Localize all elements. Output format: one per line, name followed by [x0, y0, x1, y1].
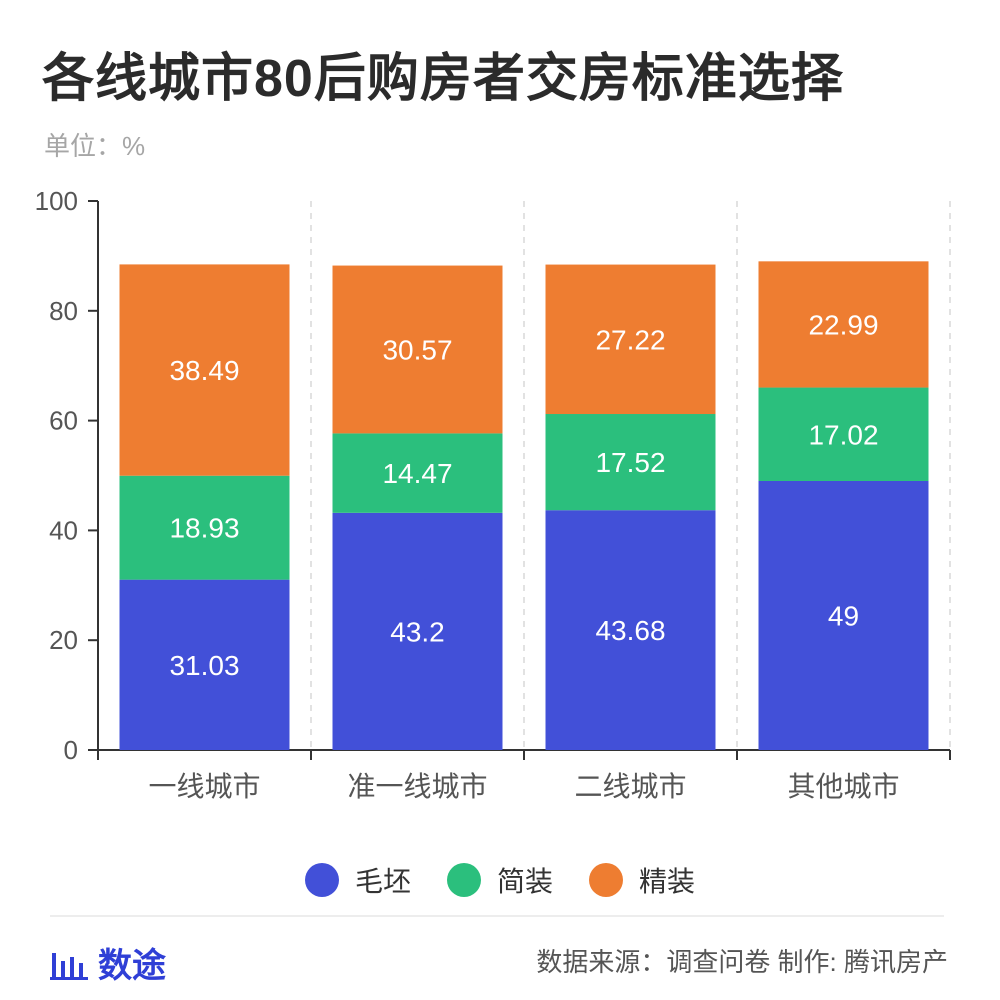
x-tick-label: 二线城市	[574, 771, 686, 802]
bar-chart-icon	[50, 952, 88, 980]
data-label-blank-1: 31.03	[169, 650, 239, 681]
legend: 毛坯 简装 精装	[0, 860, 1000, 900]
y-tick-label: 40	[49, 515, 78, 545]
unit-label: 单位：%	[44, 131, 146, 161]
data-label-blank-2: 43.2	[390, 616, 445, 647]
y-tick-label: 80	[49, 296, 78, 326]
brand-name: 数途	[98, 947, 166, 985]
legend-swatch-blank	[304, 863, 339, 897]
bar-simple-4	[758, 387, 929, 481]
bar-blank-3	[545, 510, 716, 750]
brand-logo: 数途	[50, 938, 166, 987]
chart-title: 各线城市80后购房者交房标准选择	[42, 50, 844, 108]
y-tick-label: 100	[35, 186, 78, 216]
legend-label-simple: 简装	[496, 866, 553, 897]
data-label-simple-3: 17.52	[595, 447, 665, 478]
data-label-blank-3: 43.68	[595, 615, 665, 646]
y-tick-label: 60	[49, 406, 78, 436]
bar-fine-1	[119, 264, 290, 476]
bar-simple-2	[332, 433, 503, 513]
legend-item-simple[interactable]: 简装	[446, 860, 553, 900]
source-note: 数据来源：调查问卷 制作: 腾讯房产	[536, 947, 948, 977]
data-label-fine-4: 22.99	[808, 309, 878, 340]
data-label-fine-1: 38.49	[169, 355, 239, 386]
x-tick-label: 其他城市	[787, 771, 899, 802]
bar-fine-4	[758, 261, 929, 388]
bar-fine-3	[545, 264, 716, 415]
bar-simple-1	[119, 475, 290, 580]
bar-blank-2	[332, 512, 503, 750]
legend-swatch-fine	[589, 863, 623, 897]
legend-item-fine[interactable]: 精装	[589, 860, 695, 900]
legend-swatch-simple	[446, 863, 481, 897]
bar-fine-2	[332, 265, 503, 434]
data-label-fine-2: 30.57	[382, 334, 452, 365]
y-tick-label: 20	[49, 625, 78, 655]
data-label-blank-4: 49	[828, 600, 859, 631]
data-label-simple-1: 18.93	[169, 513, 239, 544]
data-label-fine-3: 27.22	[595, 324, 665, 355]
legend-item-blank[interactable]: 毛坯	[304, 860, 411, 900]
bar-simple-3	[545, 414, 716, 511]
data-label-simple-2: 14.47	[382, 458, 452, 489]
legend-label-blank: 毛坯	[354, 866, 411, 897]
bar-blank-1	[119, 579, 290, 750]
data-label-simple-4: 17.02	[808, 419, 878, 450]
x-tick-label: 准一线城市	[347, 771, 487, 802]
y-tick-label: 0	[64, 735, 78, 765]
legend-label-fine: 精装	[639, 866, 696, 897]
x-tick-label: 一线城市	[148, 771, 260, 802]
bar-blank-4	[758, 480, 929, 750]
footer-divider	[50, 915, 944, 917]
